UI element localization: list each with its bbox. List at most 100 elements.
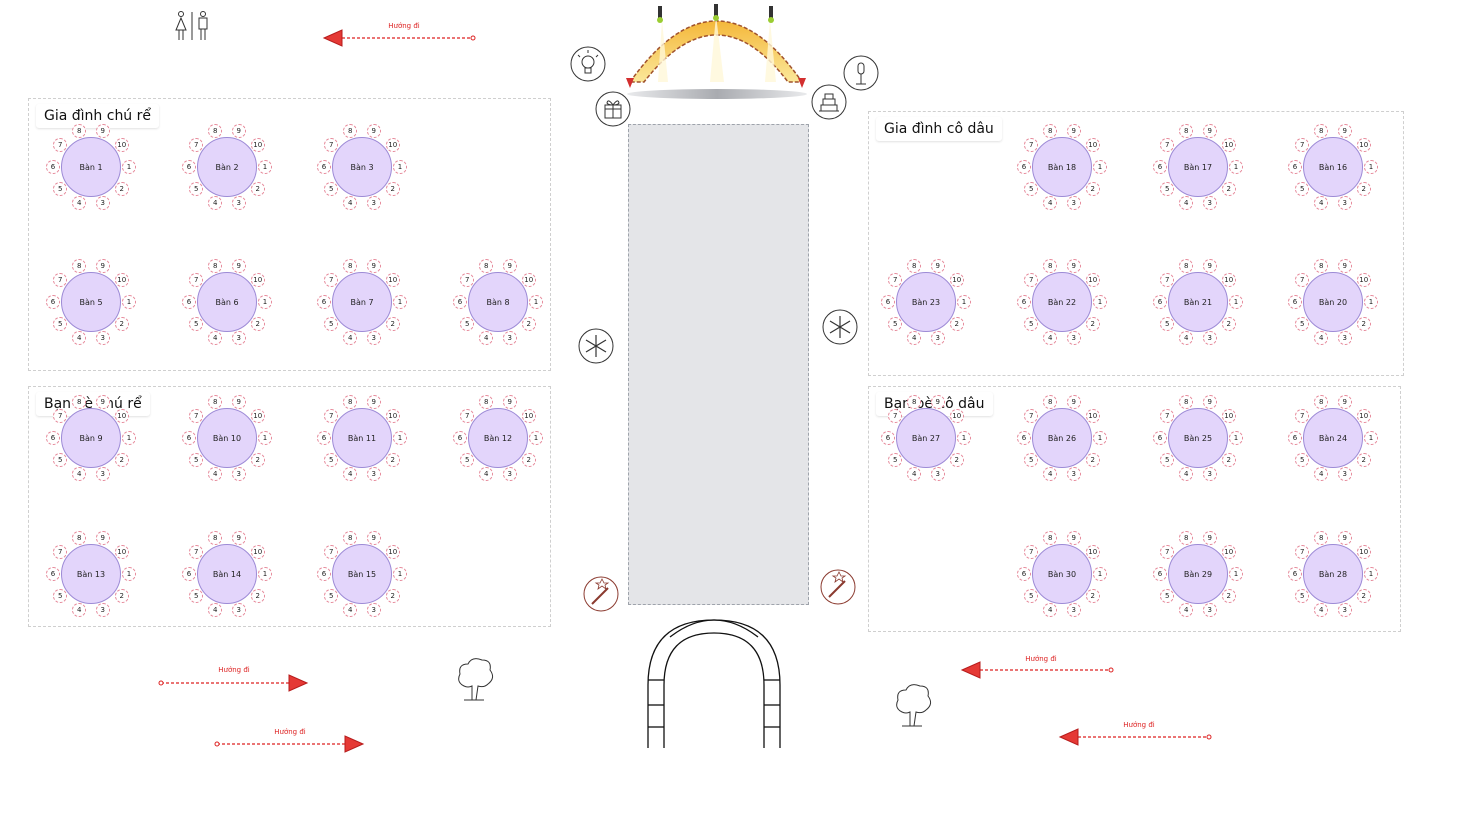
seat: 10 (114, 544, 129, 559)
seat: 2 (1356, 589, 1371, 604)
table: 1 2 3 4 5 6 7 8 9 10 Bàn 27 (876, 388, 976, 488)
seat: 9 (95, 123, 110, 138)
seat: 4 (1043, 467, 1058, 482)
seat: 5 (189, 182, 204, 197)
seat: 6 (182, 431, 196, 445)
seat: 1 (1229, 567, 1243, 581)
seat: 7 (888, 272, 903, 287)
table-label: Bàn 1 (61, 137, 121, 197)
seat: 5 (53, 589, 68, 604)
seat: 4 (1179, 196, 1194, 211)
seat: 4 (72, 467, 87, 482)
seat: 2 (1085, 182, 1100, 197)
table-label: Bàn 8 (468, 272, 528, 332)
seat: 5 (460, 317, 475, 332)
seat: 2 (114, 589, 129, 604)
seat: 5 (1024, 317, 1039, 332)
seat: 1 (393, 431, 407, 445)
seat: 4 (208, 467, 223, 482)
seat: 4 (208, 196, 223, 211)
table: 1 2 3 4 5 6 7 8 9 10 Bàn 3 (312, 117, 412, 217)
seat: 7 (1295, 408, 1310, 423)
seat: 2 (114, 317, 129, 332)
seat: 9 (502, 258, 517, 273)
seat: 7 (324, 272, 339, 287)
seat: 6 (1017, 431, 1031, 445)
seat: 1 (529, 295, 543, 309)
seat: 7 (1295, 544, 1310, 559)
seat: 4 (1179, 603, 1194, 618)
seat: 7 (189, 272, 204, 287)
seat: 5 (1024, 453, 1039, 468)
seat: 1 (1093, 567, 1107, 581)
seat: 5 (324, 317, 339, 332)
seat: 10 (1085, 272, 1100, 287)
table-label: Bàn 16 (1303, 137, 1363, 197)
seat: 1 (529, 431, 543, 445)
seat: 8 (1314, 123, 1329, 138)
seat: 7 (324, 137, 339, 152)
seat: 2 (1356, 453, 1371, 468)
table: 1 2 3 4 5 6 7 8 9 10 Bàn 22 (1012, 252, 1112, 352)
seat: 9 (1202, 530, 1217, 545)
table-label: Bàn 12 (468, 408, 528, 468)
seat: 2 (1221, 453, 1236, 468)
seat: 10 (1085, 137, 1100, 152)
seat: 5 (1024, 589, 1039, 604)
table: 1 2 3 4 5 6 7 8 9 10 Bàn 12 (448, 388, 548, 488)
seat: 1 (1229, 160, 1243, 174)
direction-arrow (1058, 728, 1212, 746)
seat: 9 (1337, 123, 1352, 138)
table: 1 2 3 4 5 6 7 8 9 10 Bàn 6 (177, 252, 277, 352)
seat: 8 (208, 258, 223, 273)
table: 1 2 3 4 5 6 7 8 9 10 Bàn 28 (1283, 524, 1383, 624)
seat: 5 (1295, 317, 1310, 332)
table: 1 2 3 4 5 6 7 8 9 10 Bàn 26 (1012, 388, 1112, 488)
seat: 3 (1202, 331, 1217, 346)
seat: 1 (258, 295, 272, 309)
section-groom-family (28, 98, 551, 371)
seat: 4 (479, 467, 494, 482)
section-groom-friends (28, 386, 551, 627)
seat: 8 (1043, 530, 1058, 545)
seat: 6 (317, 567, 331, 581)
seat: 1 (122, 431, 136, 445)
seat: 2 (114, 182, 129, 197)
seat: 9 (1066, 258, 1081, 273)
table: 1 2 3 4 5 6 7 8 9 10 Bàn 30 (1012, 524, 1112, 624)
seat: 1 (957, 295, 971, 309)
seat: 2 (385, 182, 400, 197)
seat: 2 (521, 453, 536, 468)
seat: 7 (1024, 272, 1039, 287)
table-label: Bàn 10 (197, 408, 257, 468)
seat: 8 (343, 123, 358, 138)
seat: 2 (1356, 182, 1371, 197)
seat: 5 (1024, 182, 1039, 197)
seat: 10 (385, 544, 400, 559)
seat: 5 (324, 589, 339, 604)
seat: 3 (1337, 196, 1352, 211)
seat: 6 (453, 295, 467, 309)
seat: 8 (1314, 258, 1329, 273)
seat: 2 (1221, 589, 1236, 604)
table-label: Bàn 17 (1168, 137, 1228, 197)
seat: 6 (1288, 295, 1302, 309)
table-label: Bàn 14 (197, 544, 257, 604)
seat: 5 (888, 317, 903, 332)
table-label: Bàn 27 (896, 408, 956, 468)
seat: 2 (1221, 317, 1236, 332)
seat: 5 (1295, 589, 1310, 604)
seat: 9 (95, 530, 110, 545)
seat: 6 (46, 295, 60, 309)
seat: 3 (95, 603, 110, 618)
seat: 5 (1160, 589, 1175, 604)
tree-icon (458, 658, 494, 701)
seat: 3 (95, 196, 110, 211)
seat: 10 (1085, 408, 1100, 423)
seat: 10 (1356, 544, 1371, 559)
seat: 7 (53, 272, 68, 287)
table: 1 2 3 4 5 6 7 8 9 10 Bàn 23 (876, 252, 976, 352)
seat: 5 (53, 317, 68, 332)
seat: 4 (343, 467, 358, 482)
table: 1 2 3 4 5 6 7 8 9 10 Bàn 11 (312, 388, 412, 488)
